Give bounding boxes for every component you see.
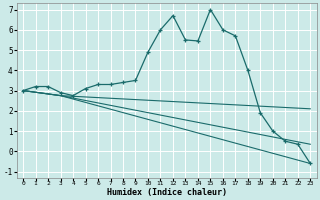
X-axis label: Humidex (Indice chaleur): Humidex (Indice chaleur) <box>107 188 227 197</box>
